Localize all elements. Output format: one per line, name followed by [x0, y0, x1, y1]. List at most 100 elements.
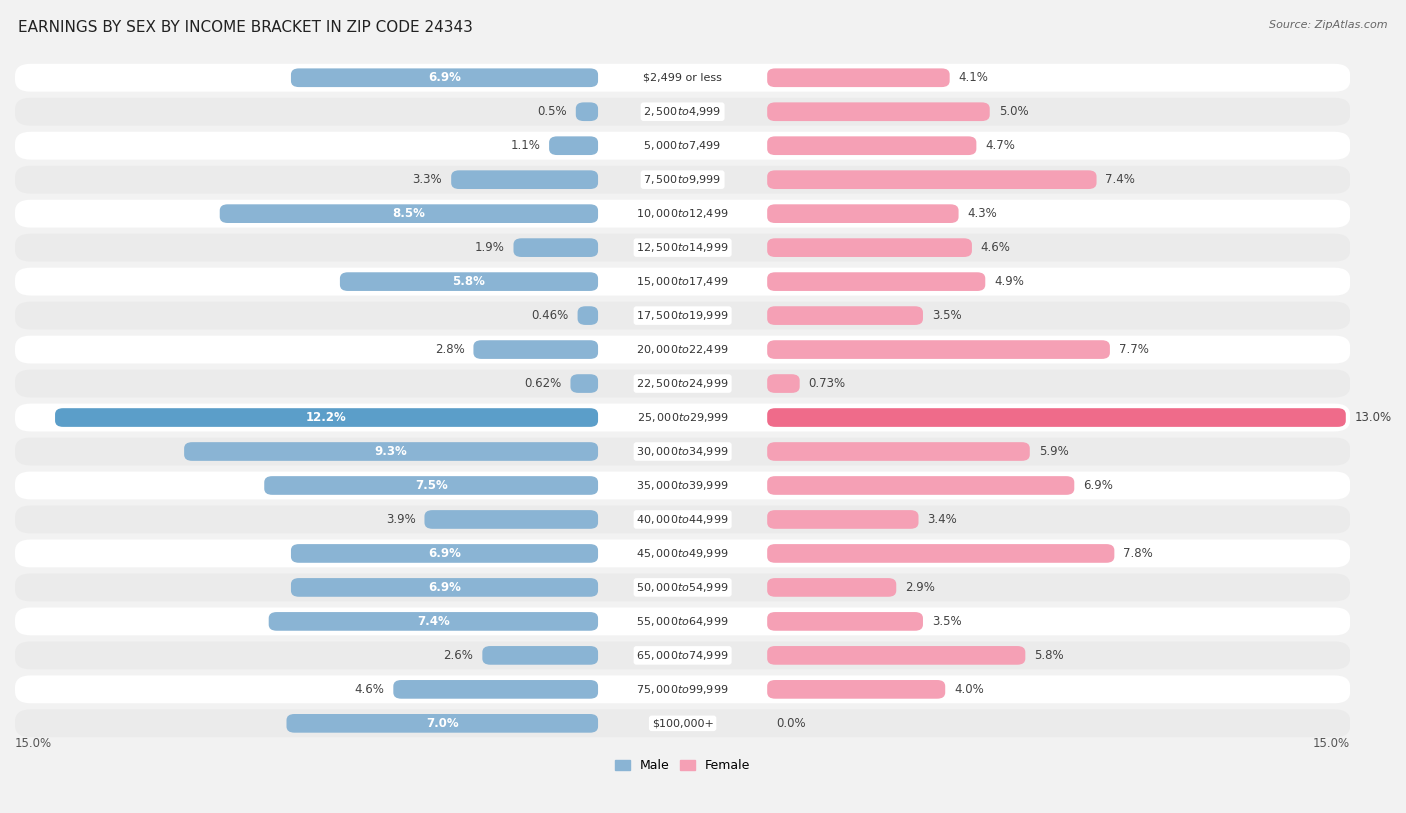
FancyBboxPatch shape [15, 233, 1350, 262]
Text: 7.4%: 7.4% [1105, 173, 1135, 186]
Text: 4.3%: 4.3% [967, 207, 997, 220]
Text: 6.9%: 6.9% [427, 581, 461, 594]
FancyBboxPatch shape [15, 676, 1350, 703]
Text: $30,000 to $34,999: $30,000 to $34,999 [637, 445, 728, 458]
Legend: Male, Female: Male, Female [610, 754, 755, 777]
Text: 4.9%: 4.9% [994, 275, 1024, 288]
Text: 2.9%: 2.9% [905, 581, 935, 594]
Text: 6.9%: 6.9% [427, 72, 461, 85]
FancyBboxPatch shape [768, 238, 972, 257]
Text: $55,000 to $64,999: $55,000 to $64,999 [637, 615, 728, 628]
Text: $40,000 to $44,999: $40,000 to $44,999 [637, 513, 728, 526]
FancyBboxPatch shape [768, 578, 896, 597]
FancyBboxPatch shape [15, 573, 1350, 602]
Text: 6.9%: 6.9% [1083, 479, 1114, 492]
Text: $22,500 to $24,999: $22,500 to $24,999 [637, 377, 728, 390]
FancyBboxPatch shape [482, 646, 598, 665]
Text: 4.6%: 4.6% [981, 241, 1011, 254]
FancyBboxPatch shape [15, 63, 1350, 92]
FancyBboxPatch shape [15, 710, 1350, 737]
Text: 0.0%: 0.0% [776, 717, 806, 730]
Text: 1.9%: 1.9% [475, 241, 505, 254]
FancyBboxPatch shape [768, 510, 918, 528]
Text: 2.8%: 2.8% [434, 343, 464, 356]
Text: $35,000 to $39,999: $35,000 to $39,999 [637, 479, 728, 492]
Text: 6.9%: 6.9% [427, 547, 461, 560]
FancyBboxPatch shape [15, 370, 1350, 398]
FancyBboxPatch shape [768, 646, 1025, 665]
Text: $2,500 to $4,999: $2,500 to $4,999 [644, 105, 721, 118]
Text: $75,000 to $99,999: $75,000 to $99,999 [637, 683, 728, 696]
Text: 2.6%: 2.6% [443, 649, 474, 662]
FancyBboxPatch shape [768, 680, 945, 698]
Text: 0.5%: 0.5% [537, 105, 567, 118]
Text: 4.6%: 4.6% [354, 683, 384, 696]
FancyBboxPatch shape [269, 612, 598, 631]
FancyBboxPatch shape [768, 476, 1074, 495]
FancyBboxPatch shape [287, 714, 598, 733]
FancyBboxPatch shape [768, 68, 949, 87]
FancyBboxPatch shape [513, 238, 598, 257]
Text: 5.8%: 5.8% [1035, 649, 1064, 662]
Text: EARNINGS BY SEX BY INCOME BRACKET IN ZIP CODE 24343: EARNINGS BY SEX BY INCOME BRACKET IN ZIP… [18, 20, 474, 35]
Text: 5.8%: 5.8% [453, 275, 485, 288]
Text: $12,500 to $14,999: $12,500 to $14,999 [637, 241, 728, 254]
FancyBboxPatch shape [768, 544, 1115, 563]
FancyBboxPatch shape [394, 680, 598, 698]
Text: $65,000 to $74,999: $65,000 to $74,999 [637, 649, 728, 662]
FancyBboxPatch shape [55, 408, 598, 427]
Text: 15.0%: 15.0% [1313, 737, 1350, 750]
FancyBboxPatch shape [768, 204, 959, 223]
FancyBboxPatch shape [578, 307, 598, 325]
FancyBboxPatch shape [768, 340, 1109, 359]
FancyBboxPatch shape [768, 137, 976, 155]
Text: 7.4%: 7.4% [418, 615, 450, 628]
Text: 5.0%: 5.0% [998, 105, 1028, 118]
FancyBboxPatch shape [768, 374, 800, 393]
Text: 12.2%: 12.2% [307, 411, 347, 424]
FancyBboxPatch shape [15, 336, 1350, 363]
Text: Source: ZipAtlas.com: Source: ZipAtlas.com [1270, 20, 1388, 30]
Text: 7.0%: 7.0% [426, 717, 458, 730]
Text: 7.5%: 7.5% [415, 479, 447, 492]
FancyBboxPatch shape [15, 132, 1350, 159]
Text: $17,500 to $19,999: $17,500 to $19,999 [637, 309, 728, 322]
FancyBboxPatch shape [15, 472, 1350, 499]
Text: $20,000 to $22,499: $20,000 to $22,499 [637, 343, 728, 356]
FancyBboxPatch shape [768, 272, 986, 291]
FancyBboxPatch shape [291, 544, 598, 563]
Text: 5.9%: 5.9% [1039, 445, 1069, 458]
Text: $100,000+: $100,000+ [652, 719, 714, 728]
FancyBboxPatch shape [15, 200, 1350, 228]
Text: $15,000 to $17,499: $15,000 to $17,499 [637, 275, 728, 288]
FancyBboxPatch shape [15, 607, 1350, 635]
Text: 4.1%: 4.1% [959, 72, 988, 85]
Text: $5,000 to $7,499: $5,000 to $7,499 [644, 139, 721, 152]
FancyBboxPatch shape [768, 442, 1029, 461]
FancyBboxPatch shape [15, 166, 1350, 193]
FancyBboxPatch shape [15, 98, 1350, 126]
FancyBboxPatch shape [15, 540, 1350, 567]
Text: 8.5%: 8.5% [392, 207, 426, 220]
FancyBboxPatch shape [291, 68, 598, 87]
Text: $50,000 to $54,999: $50,000 to $54,999 [637, 581, 728, 594]
FancyBboxPatch shape [15, 302, 1350, 329]
FancyBboxPatch shape [451, 171, 598, 189]
Text: 9.3%: 9.3% [375, 445, 408, 458]
FancyBboxPatch shape [184, 442, 598, 461]
FancyBboxPatch shape [425, 510, 598, 528]
FancyBboxPatch shape [550, 137, 598, 155]
Text: 7.8%: 7.8% [1123, 547, 1153, 560]
Text: 13.0%: 13.0% [1355, 411, 1392, 424]
FancyBboxPatch shape [15, 267, 1350, 296]
Text: $25,000 to $29,999: $25,000 to $29,999 [637, 411, 728, 424]
Text: 0.62%: 0.62% [524, 377, 561, 390]
Text: 3.5%: 3.5% [932, 309, 962, 322]
Text: 0.46%: 0.46% [531, 309, 568, 322]
FancyBboxPatch shape [15, 437, 1350, 465]
Text: 0.73%: 0.73% [808, 377, 845, 390]
FancyBboxPatch shape [768, 307, 922, 325]
FancyBboxPatch shape [768, 408, 1346, 427]
Text: $45,000 to $49,999: $45,000 to $49,999 [637, 547, 728, 560]
Text: 4.0%: 4.0% [955, 683, 984, 696]
